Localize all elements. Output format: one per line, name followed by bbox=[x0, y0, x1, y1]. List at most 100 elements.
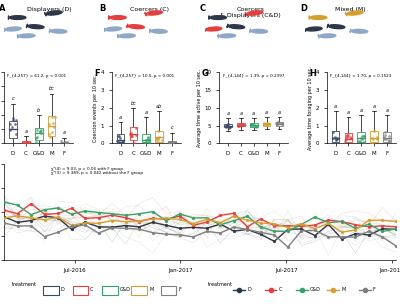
Text: F: F bbox=[94, 69, 100, 78]
Y-axis label: Average time foraging per 10 sec.: Average time foraging per 10 sec. bbox=[308, 66, 313, 150]
FancyArrow shape bbox=[327, 24, 328, 28]
Point bbox=[226, 125, 232, 130]
Text: a: a bbox=[360, 108, 363, 113]
Point bbox=[370, 140, 377, 145]
Point bbox=[359, 137, 365, 142]
Point bbox=[154, 137, 161, 142]
Text: F: F bbox=[178, 287, 181, 292]
FancyBboxPatch shape bbox=[345, 133, 352, 142]
FancyBboxPatch shape bbox=[161, 286, 176, 295]
FancyBboxPatch shape bbox=[237, 123, 245, 126]
Point bbox=[63, 141, 70, 146]
FancyArrow shape bbox=[245, 13, 247, 16]
Point bbox=[153, 137, 160, 142]
Point bbox=[37, 127, 44, 132]
Point bbox=[115, 133, 122, 138]
Point bbox=[132, 133, 139, 138]
Point bbox=[225, 121, 232, 126]
Text: Mixed (M): Mixed (M) bbox=[335, 7, 366, 12]
Point bbox=[333, 138, 339, 142]
Text: a: a bbox=[24, 129, 27, 134]
Point bbox=[344, 134, 350, 139]
Point bbox=[264, 122, 271, 126]
Point bbox=[359, 134, 365, 139]
Point bbox=[235, 122, 242, 127]
Point bbox=[355, 138, 361, 143]
Point bbox=[128, 134, 134, 139]
Point bbox=[51, 124, 58, 129]
Point bbox=[252, 123, 259, 128]
FancyBboxPatch shape bbox=[383, 132, 391, 142]
Point bbox=[382, 133, 389, 138]
Point bbox=[238, 123, 244, 128]
FancyArrow shape bbox=[350, 29, 351, 33]
Text: a: a bbox=[386, 108, 388, 113]
Point bbox=[333, 137, 339, 142]
Point bbox=[145, 135, 151, 140]
Point bbox=[358, 136, 364, 141]
Text: Coercers (C): Coercers (C) bbox=[130, 7, 169, 12]
Point bbox=[342, 137, 349, 142]
FancyArrow shape bbox=[304, 28, 306, 31]
Point bbox=[274, 120, 281, 125]
FancyBboxPatch shape bbox=[142, 134, 150, 142]
Point bbox=[223, 123, 230, 128]
Text: C&D: C&D bbox=[310, 287, 321, 292]
Point bbox=[64, 141, 71, 146]
FancyBboxPatch shape bbox=[155, 131, 163, 142]
Point bbox=[37, 130, 44, 134]
Point bbox=[168, 140, 174, 145]
Point bbox=[274, 122, 281, 126]
Point bbox=[142, 141, 149, 146]
Point bbox=[168, 139, 174, 144]
Text: F_{4,257} = 61.2, p < 0.001: F_{4,257} = 61.2, p < 0.001 bbox=[8, 74, 66, 78]
FancyBboxPatch shape bbox=[250, 123, 258, 126]
Text: a: a bbox=[119, 115, 122, 120]
FancyBboxPatch shape bbox=[276, 122, 283, 126]
Ellipse shape bbox=[146, 11, 162, 15]
FancyBboxPatch shape bbox=[22, 141, 30, 143]
Text: a: a bbox=[63, 130, 66, 135]
Point bbox=[145, 138, 152, 142]
Text: Displayers (D): Displayers (D) bbox=[27, 7, 72, 12]
Point bbox=[10, 115, 16, 120]
Point bbox=[329, 130, 336, 135]
Ellipse shape bbox=[251, 29, 268, 33]
Point bbox=[170, 140, 176, 145]
Text: C&D: C&D bbox=[120, 287, 130, 292]
Ellipse shape bbox=[247, 11, 263, 15]
Point bbox=[58, 139, 64, 144]
Point bbox=[37, 129, 44, 134]
Point bbox=[156, 134, 162, 139]
Point bbox=[38, 130, 44, 135]
Point bbox=[252, 124, 259, 129]
Point bbox=[52, 114, 58, 119]
FancyBboxPatch shape bbox=[224, 124, 232, 127]
Point bbox=[166, 141, 172, 146]
Point bbox=[263, 122, 270, 127]
FancyArrow shape bbox=[26, 24, 28, 28]
FancyBboxPatch shape bbox=[332, 131, 340, 142]
Point bbox=[46, 122, 52, 127]
Text: G: G bbox=[202, 69, 209, 78]
Text: a: a bbox=[145, 110, 148, 115]
Point bbox=[32, 140, 39, 145]
Point bbox=[331, 141, 337, 146]
FancyArrow shape bbox=[218, 35, 219, 38]
Point bbox=[10, 117, 17, 122]
Point bbox=[50, 121, 56, 126]
Point bbox=[223, 122, 229, 127]
Point bbox=[224, 123, 230, 128]
Text: B: B bbox=[100, 4, 106, 13]
Ellipse shape bbox=[151, 29, 167, 33]
Point bbox=[248, 122, 254, 126]
Point bbox=[348, 135, 354, 140]
FancyArrow shape bbox=[204, 28, 205, 31]
Text: C: C bbox=[278, 287, 282, 292]
Point bbox=[247, 124, 254, 129]
Point bbox=[34, 135, 40, 140]
FancyArrow shape bbox=[44, 13, 46, 16]
Text: a: a bbox=[240, 111, 242, 115]
Text: treatment: treatment bbox=[208, 282, 233, 287]
FancyBboxPatch shape bbox=[35, 128, 42, 140]
